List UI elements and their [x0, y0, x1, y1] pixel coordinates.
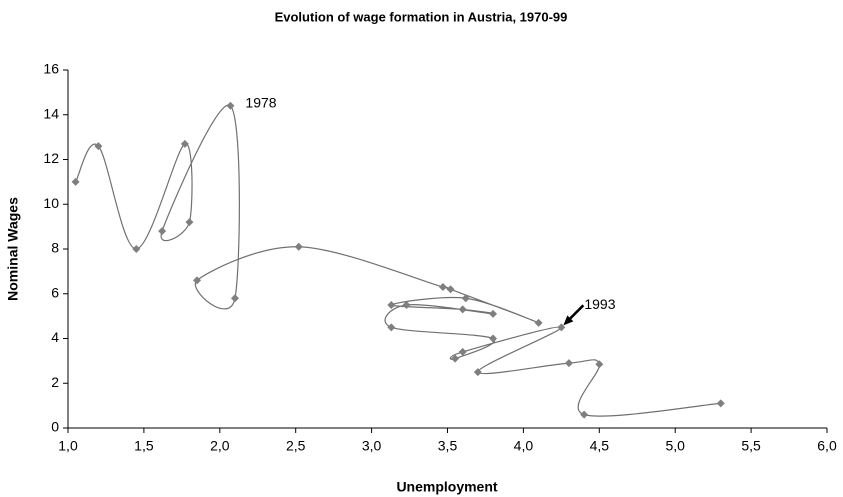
x-tick-label: 6,0 — [817, 438, 837, 454]
x-tick-label: 3,0 — [362, 438, 382, 454]
x-tick-label: 5,5 — [741, 438, 761, 454]
point-marker — [458, 347, 467, 356]
y-tick-label: 4 — [51, 329, 59, 345]
y-tick-label: 16 — [43, 61, 59, 77]
point-marker — [716, 399, 725, 408]
x-tick-label: 5,0 — [665, 438, 685, 454]
y-tick-label: 0 — [51, 419, 59, 435]
point-marker — [446, 285, 455, 294]
y-tick-label: 2 — [51, 374, 59, 390]
point-marker — [451, 354, 460, 363]
y-tick-label: 10 — [43, 195, 59, 211]
point-marker — [294, 242, 303, 251]
x-tick-label: 4,0 — [514, 438, 534, 454]
y-tick-label: 8 — [51, 240, 59, 256]
point-marker — [387, 323, 396, 332]
point-marker — [180, 139, 189, 148]
x-tick-label: 4,5 — [590, 438, 610, 454]
annotation: 1978 — [245, 95, 276, 111]
y-tick-label: 12 — [43, 150, 59, 166]
series-line — [75, 104, 721, 417]
x-tick-label: 2,5 — [286, 438, 306, 454]
point-marker — [438, 283, 447, 292]
x-tick-label: 3,5 — [438, 438, 458, 454]
point-marker — [595, 360, 604, 369]
point-marker — [489, 334, 498, 343]
y-axis-title: Nominal Wages — [5, 197, 21, 301]
point-marker — [473, 368, 482, 377]
y-tick-label: 6 — [51, 284, 59, 300]
annotation: 1993 — [584, 296, 615, 312]
point-marker — [580, 410, 589, 419]
annotation-arrowhead — [563, 315, 574, 326]
point-marker — [458, 305, 467, 314]
chart-title: Evolution of wage formation in Austria, … — [275, 9, 568, 24]
point-marker — [387, 300, 396, 309]
point-marker — [71, 177, 80, 186]
point-marker — [94, 142, 103, 151]
x-tick-label: 1,0 — [58, 438, 78, 454]
point-marker — [158, 227, 167, 236]
point-marker — [193, 276, 202, 285]
point-marker — [534, 318, 543, 327]
point-marker — [402, 300, 411, 309]
point-marker — [489, 309, 498, 318]
point-marker — [185, 218, 194, 227]
y-tick-label: 14 — [43, 105, 59, 121]
point-marker — [564, 359, 573, 368]
x-tick-label: 2,0 — [210, 438, 230, 454]
x-axis-title: Unemployment — [396, 479, 497, 495]
point-marker — [230, 294, 239, 303]
point-marker — [461, 294, 470, 303]
x-tick-label: 1,5 — [134, 438, 154, 454]
point-marker — [226, 101, 235, 110]
point-marker — [132, 245, 141, 253]
